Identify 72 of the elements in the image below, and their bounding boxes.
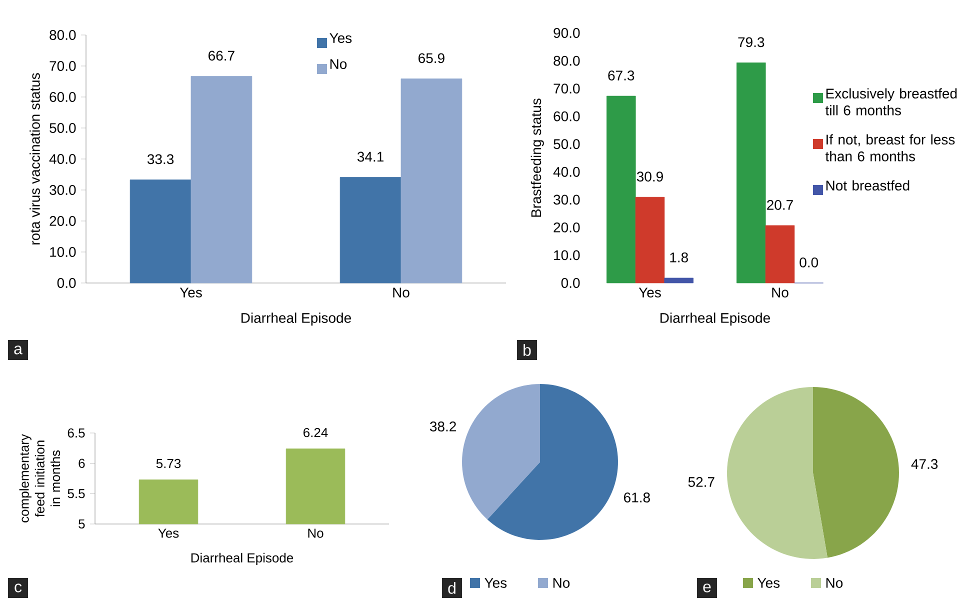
legend-label: No xyxy=(330,59,347,70)
y-tick-label: 70.0 xyxy=(50,61,76,71)
text: b xyxy=(524,344,531,356)
y-tick-label: 90.0 xyxy=(554,28,580,38)
data-label: 34.1 xyxy=(357,152,384,162)
legend-label: No xyxy=(553,578,570,588)
data-label: 67.3 xyxy=(608,70,634,80)
data-label: 47.3 xyxy=(911,459,938,469)
y-tick-label: 5 xyxy=(78,519,85,529)
legend-label: Exclusively breastfed till 6 months xyxy=(825,88,957,116)
bar xyxy=(664,278,694,284)
x-tick-label: Yes xyxy=(638,288,661,298)
x-axis-title: Diarrheal Episode xyxy=(242,312,351,326)
data-label: 33.3 xyxy=(147,154,174,164)
text: d xyxy=(448,582,456,594)
legend-label: Yes xyxy=(330,33,352,44)
y-tick-label: 6.5 xyxy=(68,428,85,438)
x-tick-label: No xyxy=(772,288,788,298)
legend-label: Yes xyxy=(484,578,507,588)
data-label: 1.8 xyxy=(670,252,688,262)
y-axis-title: rota virus vaccination status xyxy=(30,73,40,244)
y-tick-label: 40.0 xyxy=(49,154,76,164)
y-tick-label: 70.0 xyxy=(554,84,580,94)
legend-label: Yes xyxy=(758,578,780,588)
data-label: 20.7 xyxy=(767,200,793,210)
x-axis-title: Diarrheal Episode xyxy=(191,552,294,566)
x-tick-label: Yes xyxy=(180,288,202,298)
y-tick-label: 30.0 xyxy=(554,194,580,205)
data-label: 79.3 xyxy=(738,37,764,48)
y-tick-label: 50.0 xyxy=(50,123,76,133)
x-tick-label: No xyxy=(393,288,410,298)
bar xyxy=(765,225,795,284)
text: a xyxy=(14,346,22,354)
bar xyxy=(635,196,665,284)
y-tick-label: 6 xyxy=(78,458,85,468)
y-tick-label: 0.0 xyxy=(561,278,580,288)
bar xyxy=(400,78,462,284)
data-label: 0.0 xyxy=(800,257,818,268)
y-tick-label: 60.0 xyxy=(554,111,580,122)
y-tick-label: 30.0 xyxy=(50,185,76,195)
data-label: 38.2 xyxy=(430,422,456,432)
y-axis-title: complementary feed initiation in months xyxy=(19,434,60,522)
data-label: 65.9 xyxy=(418,53,444,64)
text: e xyxy=(703,584,711,592)
legend-label: Not breastfed xyxy=(826,180,910,191)
data-label: 52.7 xyxy=(688,477,714,487)
data-label: 66.7 xyxy=(208,50,234,61)
y-tick-label: 80.0 xyxy=(50,30,76,40)
bar xyxy=(190,76,252,284)
y-tick-label: 10.0 xyxy=(554,250,580,260)
y-tick-label: 80.0 xyxy=(554,56,580,66)
bar xyxy=(736,62,766,284)
y-tick-label: 5.5 xyxy=(68,489,85,498)
text: c xyxy=(14,584,22,592)
y-tick-label: 40.0 xyxy=(553,166,580,177)
bar xyxy=(606,96,636,284)
data-label: 5.73 xyxy=(156,458,181,468)
y-tick-label: 20.0 xyxy=(554,222,580,232)
data-label: 6.24 xyxy=(304,428,328,438)
y-tick-label: 50.0 xyxy=(554,139,580,150)
legend-label: If not, breast for less than 6 months xyxy=(825,134,955,162)
y-tick-label: 0.0 xyxy=(57,278,76,288)
y-tick-label: 60.0 xyxy=(50,92,76,102)
y-tick-label: 10.0 xyxy=(50,247,76,257)
bar xyxy=(130,180,192,284)
bar xyxy=(340,177,402,284)
x-axis-title: Diarrheal Episode xyxy=(660,312,770,326)
data-label: 30.9 xyxy=(636,172,663,182)
y-tick-label: 20.0 xyxy=(50,216,76,226)
y-axis-title: Brastfeeding status xyxy=(530,98,544,217)
legend-label: No xyxy=(826,578,843,588)
data-label: 61.8 xyxy=(624,492,650,502)
